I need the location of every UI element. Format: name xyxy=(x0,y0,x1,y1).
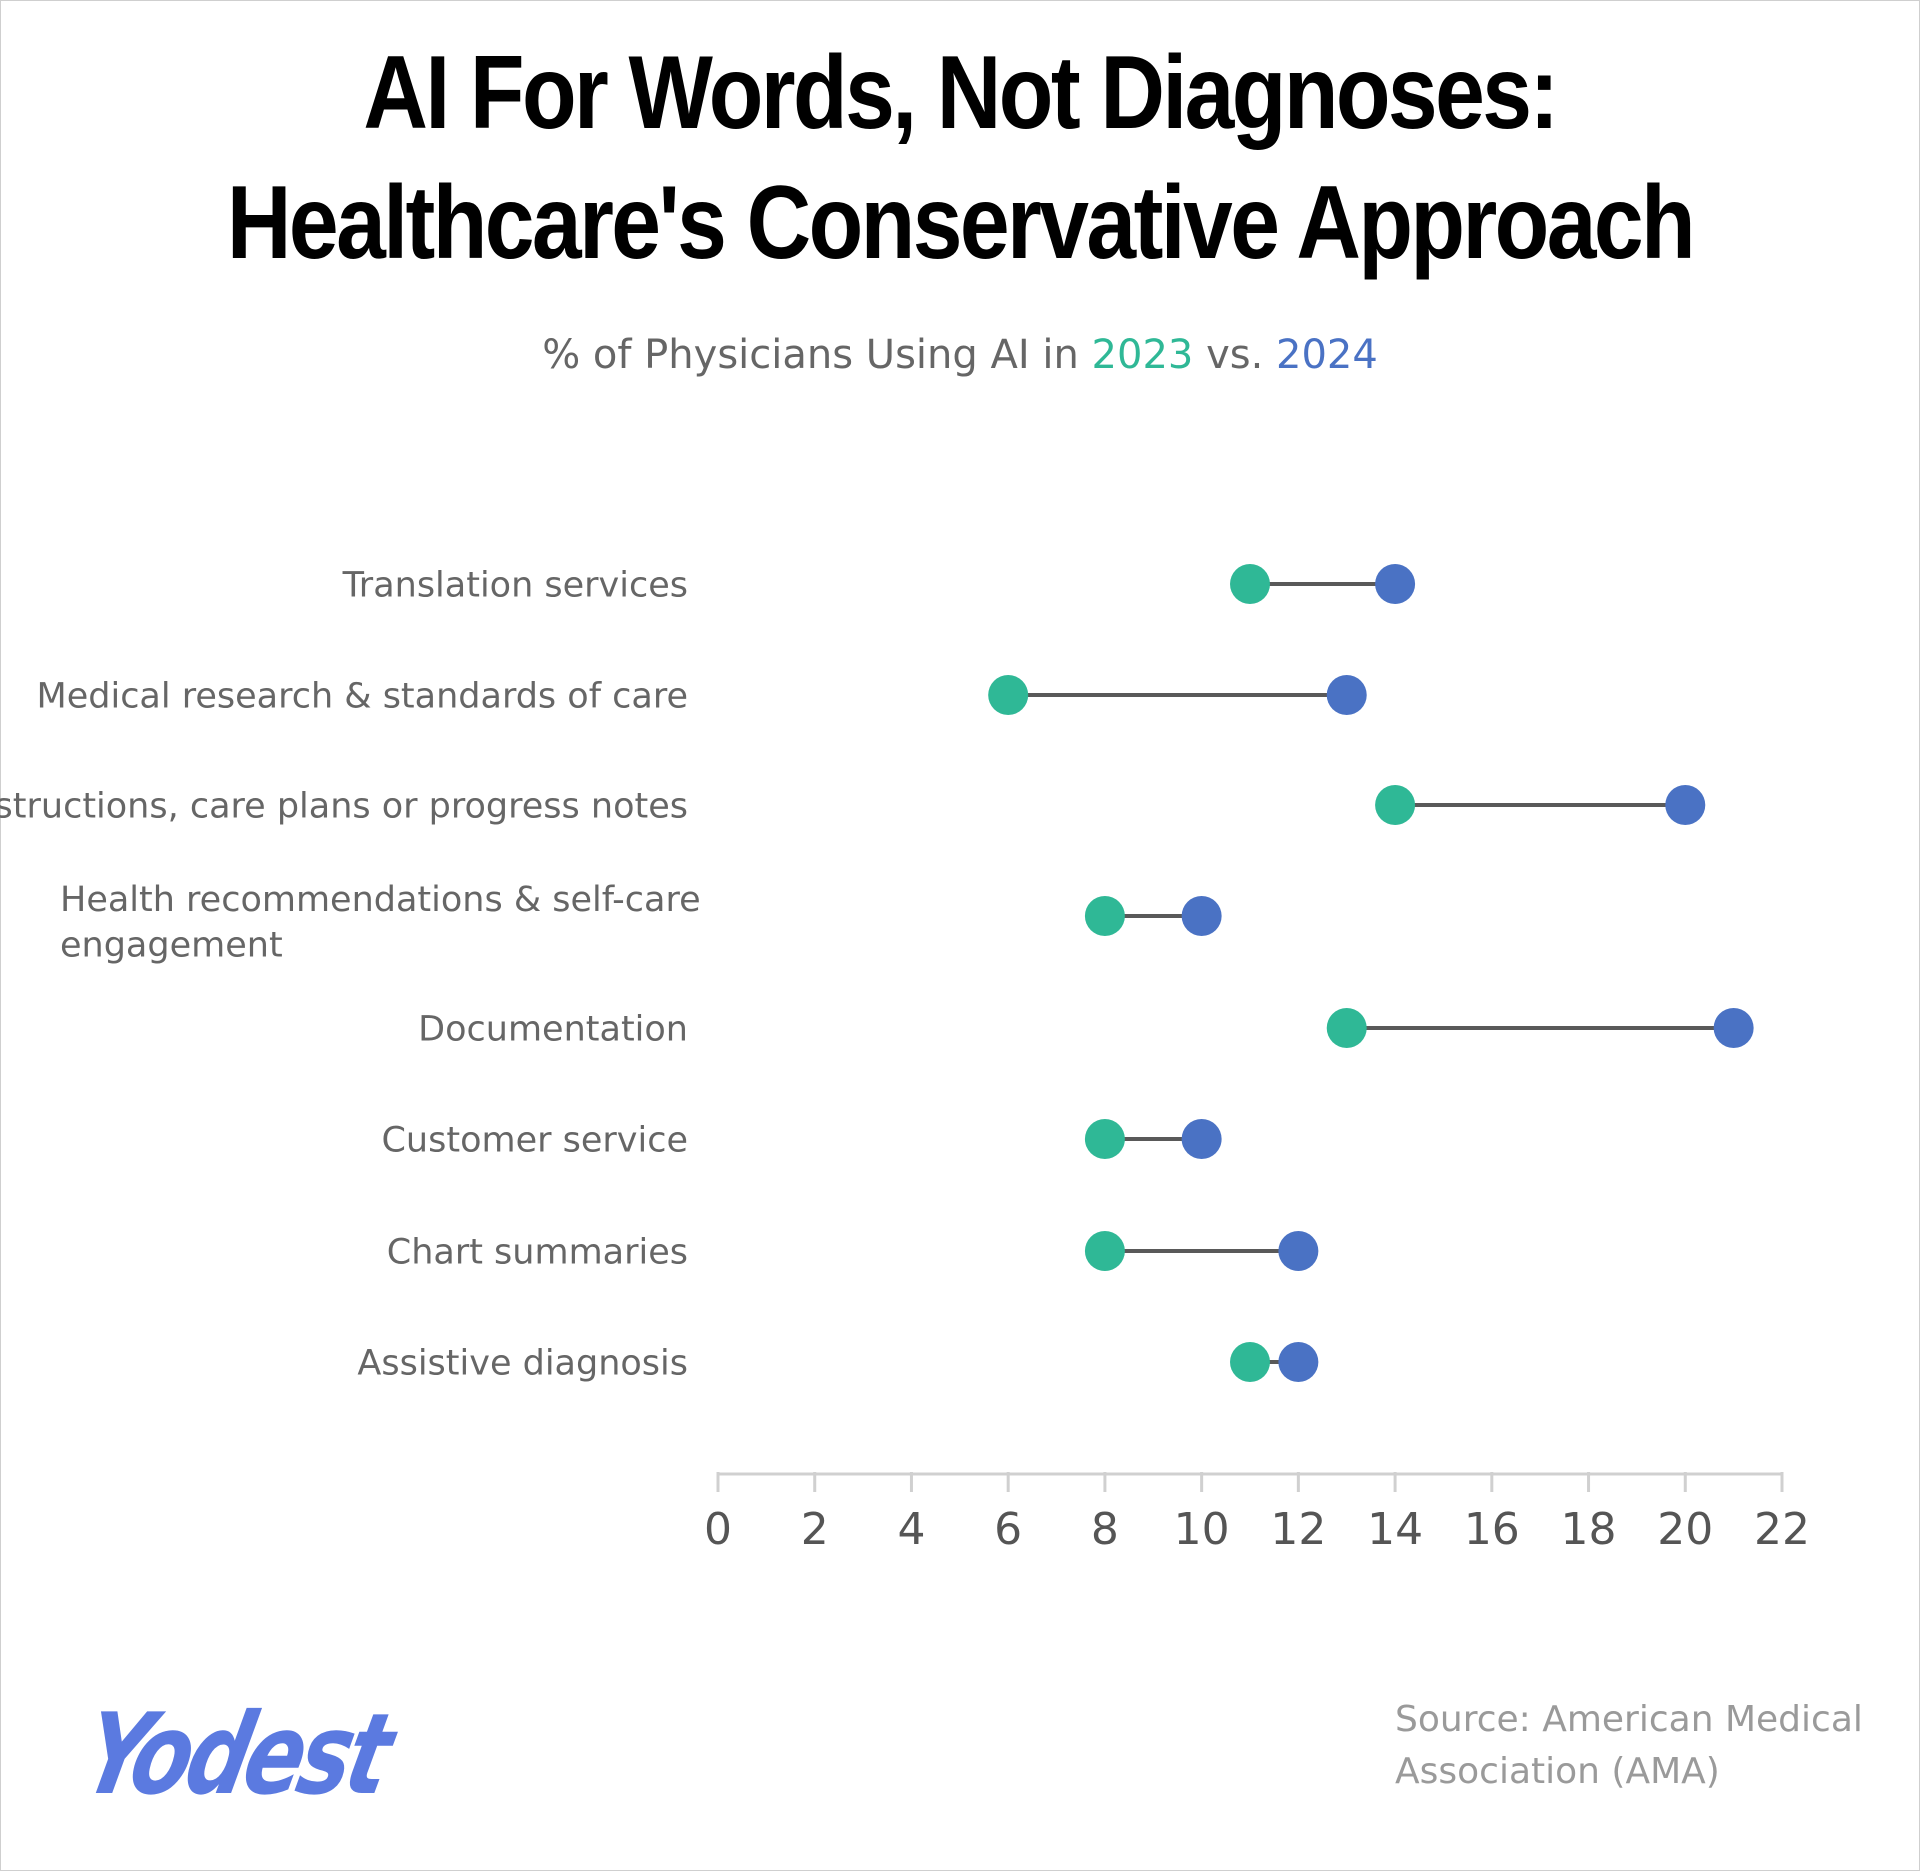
x-tick-label: 2 xyxy=(801,1504,829,1555)
point-2024 xyxy=(1181,1119,1222,1159)
point-2024 xyxy=(1278,1231,1319,1271)
x-tick-label: 0 xyxy=(704,1504,732,1555)
point-2024 xyxy=(1278,1342,1319,1382)
x-tick-label: 16 xyxy=(1464,1504,1520,1555)
category-label: Health recommendations & self-care engage… xyxy=(60,880,701,966)
yodest-logo: Yodest xyxy=(72,1690,400,1820)
point-2024 xyxy=(1326,675,1367,715)
point-2023 xyxy=(1375,785,1416,825)
point-2024 xyxy=(1665,785,1706,825)
x-tick-label: 6 xyxy=(994,1504,1022,1555)
point-2024 xyxy=(1713,1008,1754,1048)
category-label: Customer service xyxy=(381,1120,688,1160)
chart-subtitle: % of Physicians Using AI in 2023 vs. 202… xyxy=(0,332,1920,378)
point-2024 xyxy=(1375,564,1416,604)
category-label: Instructions, care plans or progress not… xyxy=(0,786,688,826)
point-2023 xyxy=(1230,1342,1270,1382)
category-label: Assistive diagnosis xyxy=(357,1343,688,1383)
legend-2023: 2023 xyxy=(1091,332,1194,378)
category-label: Medical research & standards of care xyxy=(37,676,688,716)
x-tick-label: 14 xyxy=(1367,1504,1423,1555)
subtitle-connector: vs. xyxy=(1206,332,1264,378)
subtitle-prefix: % of Physicians Using AI in xyxy=(542,332,1079,378)
category-label: Chart summaries xyxy=(387,1232,688,1272)
legend-2024: 2024 xyxy=(1276,332,1378,378)
source-note: Source: American Medical Association (AM… xyxy=(1395,1699,1863,1792)
point-2023 xyxy=(1230,564,1270,604)
category-label: Documentation xyxy=(418,1009,688,1049)
point-2023 xyxy=(1084,896,1125,936)
x-tick-label: 18 xyxy=(1561,1504,1617,1555)
x-tick-label: 8 xyxy=(1091,1504,1119,1555)
category-label: Translation services xyxy=(342,565,688,605)
x-tick-label: 10 xyxy=(1174,1504,1230,1555)
point-2023 xyxy=(1326,1008,1367,1048)
point-2023 xyxy=(988,675,1029,715)
x-tick-label: 12 xyxy=(1270,1504,1326,1555)
x-tick-label: 20 xyxy=(1657,1504,1713,1555)
x-tick-label: 4 xyxy=(897,1504,925,1555)
point-2023 xyxy=(1084,1119,1125,1159)
point-2023 xyxy=(1084,1231,1125,1271)
chart-title: AI For Words, Not Diagnoses: Healthcare'… xyxy=(226,35,1696,281)
x-tick-label: 22 xyxy=(1754,1504,1810,1555)
point-2024 xyxy=(1181,896,1222,936)
